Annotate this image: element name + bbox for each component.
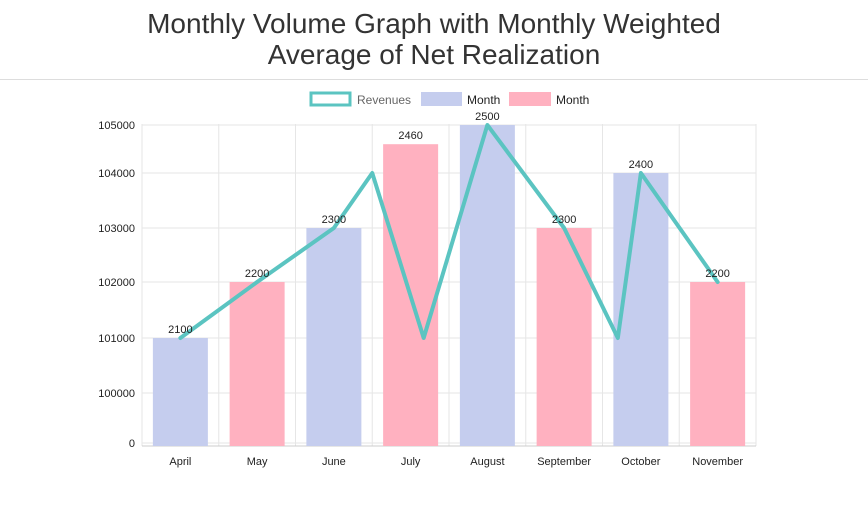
x-tick-label: May xyxy=(247,456,268,468)
legend-label-revenues: Revenues xyxy=(357,93,411,107)
x-tick-label: July xyxy=(401,456,421,468)
x-tick-label: November xyxy=(692,456,743,468)
y-tick-label: 103000 xyxy=(98,223,135,235)
data-label: 2100 xyxy=(168,324,192,336)
data-label: 2400 xyxy=(629,159,653,171)
y-tick-label: 104000 xyxy=(98,168,135,180)
x-tick-label: September xyxy=(537,456,591,468)
y-tick-label: 101000 xyxy=(98,333,135,345)
series-line-revenues xyxy=(178,123,720,340)
y-tick-label: 0 xyxy=(129,438,135,450)
data-label: 2200 xyxy=(705,268,729,280)
y-tick-label: 102000 xyxy=(98,277,135,289)
x-tick-label: October xyxy=(621,456,660,468)
bar xyxy=(306,228,362,446)
legend-swatch-revenues xyxy=(309,91,352,107)
title-divider xyxy=(0,79,868,80)
chart-title-line-1: Monthly Volume Graph with Monthly Weight… xyxy=(147,8,721,39)
y-tick-label: 100000 xyxy=(98,388,135,400)
chart-title: Monthly Volume Graph with Monthly Weight… xyxy=(0,8,868,70)
x-tick-label: June xyxy=(322,456,346,468)
x-tick-label: April xyxy=(169,456,191,468)
data-label: 2200 xyxy=(245,268,269,280)
bar xyxy=(536,228,592,446)
data-label: 2500 xyxy=(475,111,499,123)
legend-label-month-blue: Month xyxy=(467,93,500,107)
data-label: 2460 xyxy=(398,130,422,142)
y-tick-label: 105000 xyxy=(98,120,135,132)
bar xyxy=(459,125,515,446)
legend-label-month-pink: Month xyxy=(556,93,589,107)
data-label: 2300 xyxy=(552,214,576,226)
data-label: 2300 xyxy=(322,214,346,226)
x-tick-label: August xyxy=(470,456,504,468)
legend-swatch-month-blue xyxy=(421,92,462,106)
legend-swatch-month-pink xyxy=(509,92,551,106)
bar xyxy=(229,282,285,446)
bar xyxy=(690,282,746,446)
bar xyxy=(152,338,208,446)
chart-title-line-2: Average of Net Realization xyxy=(267,39,601,70)
